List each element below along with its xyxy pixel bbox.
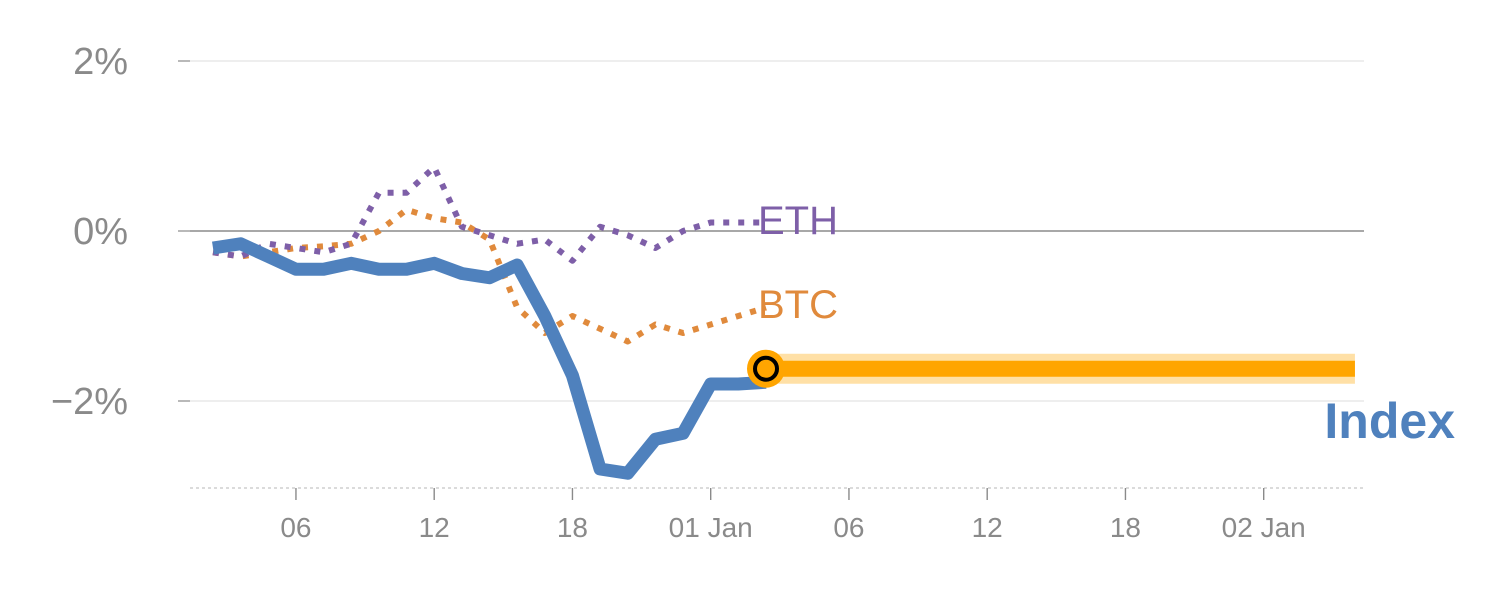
y-tick-label: 0% [73,211,128,253]
x-tick-label: 01 Jan [669,512,753,543]
x-tick-label: 18 [557,512,588,543]
series-line-eth [212,164,766,264]
x-tick-label: 12 [419,512,450,543]
x-tick-label: 06 [833,512,864,543]
current-marker-halo [747,349,785,388]
series-lines [212,164,1355,480]
series-label-index: Index [1324,393,1455,449]
y-axis: 2% 0% −2% [51,41,128,423]
x-tick-label: 12 [972,512,1003,543]
x-tick-label: 02 Jan [1222,512,1306,543]
y-tick-label: −2% [51,381,128,423]
grid [178,60,1364,489]
current-marker-ring [753,355,779,382]
x-tick-label: 06 [280,512,311,543]
series-line-index [212,237,767,480]
series-labels: Index BTC ETH [758,199,1455,449]
x-axis: 06 12 18 01 Jan 06 12 18 02 Jan [280,488,1306,543]
x-tick-label: 18 [1110,512,1141,543]
y-tick-label: 2% [73,41,128,83]
series-label-btc: BTC [758,283,838,327]
series-label-eth: ETH [758,199,838,243]
